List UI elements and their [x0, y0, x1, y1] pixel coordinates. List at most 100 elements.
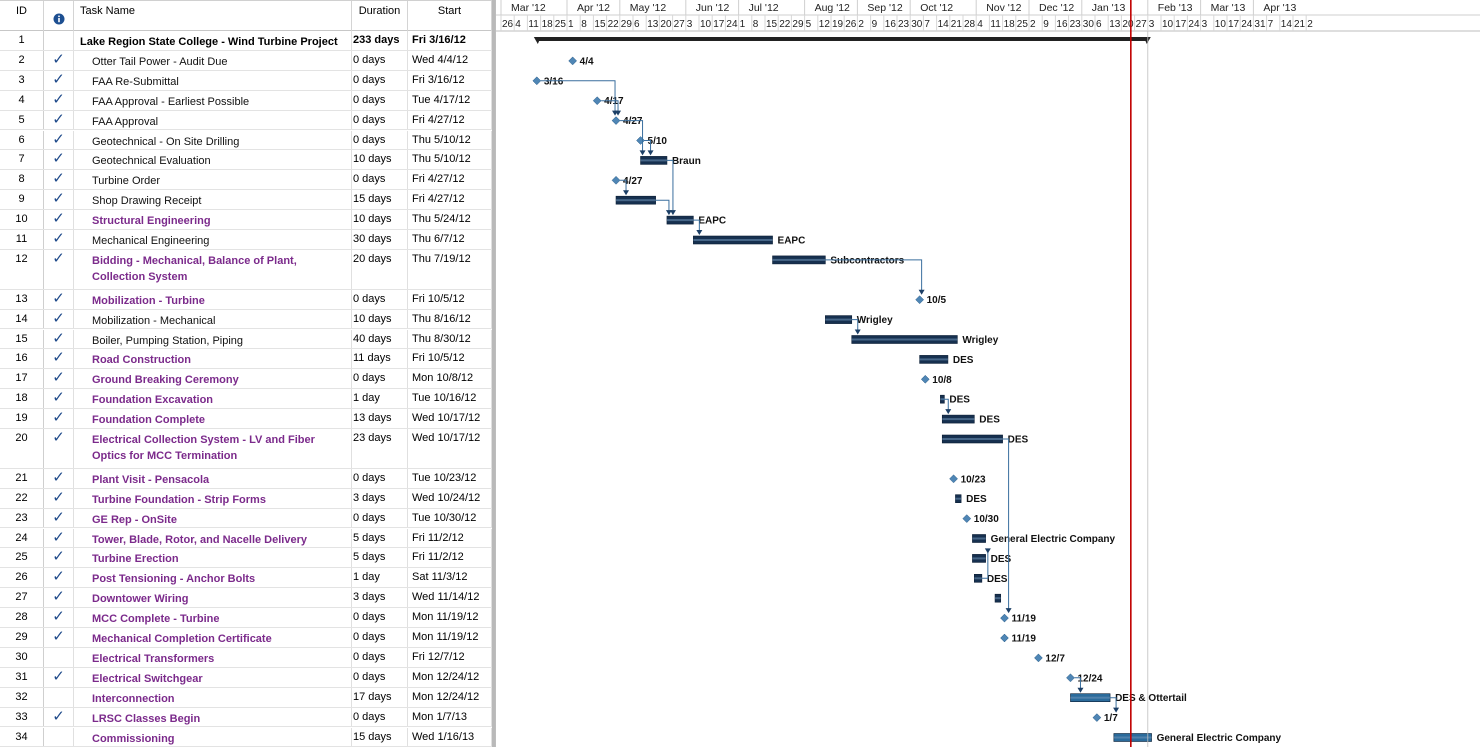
col-header-indicators[interactable] [44, 1, 74, 31]
task-duration[interactable]: 5 days [352, 528, 408, 548]
task-start[interactable]: Wed 10/17/12 [408, 409, 492, 428]
task-name[interactable]: Lake Region State College - Wind Turbine… [74, 31, 352, 50]
task-duration[interactable]: 15 days [352, 190, 408, 210]
task-name[interactable]: Foundation Excavation [74, 389, 352, 409]
task-row[interactable]: 24 ✓ Tower, Blade, Rotor, and Nacelle Deli… [0, 528, 494, 549]
task-duration[interactable]: 30 days [352, 230, 408, 249]
task-start[interactable]: Wed 10/17/12 [408, 429, 492, 468]
task-duration[interactable]: 0 days [352, 90, 408, 110]
task-start[interactable]: Mon 11/19/12 [408, 608, 492, 627]
task-start[interactable]: Fri 4/27/12 [408, 170, 492, 190]
task-row[interactable]: 29 ✓ Mechanical Completion Certificate 0 da… [0, 628, 494, 648]
task-name[interactable]: Ground Breaking Ceremony [74, 369, 352, 389]
task-duration[interactable]: 10 days [352, 309, 408, 329]
task-name[interactable]: Turbine Order [74, 170, 352, 190]
task-name[interactable]: Commissioning [74, 727, 352, 747]
task-duration[interactable]: 3 days [352, 588, 408, 608]
task-id[interactable]: 25 [0, 548, 44, 568]
task-duration[interactable]: 10 days [352, 210, 408, 229]
task-start[interactable]: Fri 3/16/12 [408, 70, 492, 90]
task-name[interactable]: Mobilization - Turbine [74, 289, 352, 309]
task-id[interactable]: 3 [0, 70, 44, 90]
task-id[interactable]: 10 [0, 210, 44, 229]
task-name[interactable]: Mobilization - Mechanical [74, 309, 352, 329]
task-start[interactable]: Thu 6/7/12 [408, 230, 492, 249]
task-name[interactable]: Geotechnical - On Site Drilling [74, 130, 352, 150]
task-name[interactable]: Structural Engineering [74, 210, 352, 229]
task-id[interactable]: 32 [0, 687, 44, 707]
task-name[interactable]: LRSC Classes Begin [74, 707, 352, 727]
task-id[interactable]: 22 [0, 488, 44, 508]
task-start[interactable]: Fri 4/27/12 [408, 190, 492, 210]
task-duration[interactable]: 0 days [352, 508, 408, 528]
task-row[interactable]: 17 ✓ Ground Breaking Ceremony 0 days Mon 10/… [0, 369, 494, 390]
task-name[interactable]: Tower, Blade, Rotor, and Nacelle Deliver… [74, 528, 352, 548]
task-id[interactable]: 28 [0, 608, 44, 627]
task-duration[interactable]: 0 days [352, 110, 408, 130]
task-id[interactable]: 31 [0, 667, 44, 687]
task-row[interactable]: 6 ✓ Geotechnical - On Site Drilling 0 days T… [0, 130, 494, 151]
task-duration[interactable]: 0 days [352, 468, 408, 488]
task-row[interactable]: 13 ✓ Mobilization - Turbine 0 days Fri 10/5/… [0, 289, 494, 310]
task-row[interactable]: 10 ✓ Structural Engineering 10 days Thu 5/24… [0, 210, 494, 230]
task-start[interactable]: Fri 11/2/12 [408, 548, 492, 568]
task-start[interactable]: Thu 8/30/12 [408, 329, 492, 349]
task-name[interactable]: MCC Complete - Turbine [74, 608, 352, 627]
task-start[interactable]: Thu 7/19/12 [408, 249, 492, 289]
task-id[interactable]: 15 [0, 329, 44, 349]
task-id[interactable]: 29 [0, 628, 44, 647]
task-name[interactable]: Plant Visit - Pensacola [74, 468, 352, 488]
task-start[interactable]: Fri 10/5/12 [408, 349, 492, 369]
task-name[interactable]: GE Rep - OnSite [74, 508, 352, 528]
task-duration[interactable]: 15 days [352, 727, 408, 747]
task-row[interactable]: 2 ✓ Otter Tail Power - Audit Due 0 days Wed … [0, 50, 494, 71]
task-id[interactable]: 34 [0, 727, 44, 747]
task-duration[interactable]: 0 days [352, 369, 408, 389]
task-row[interactable]: 20 ✓ Electrical Collection System - LV and… [0, 429, 494, 469]
task-name[interactable]: Road Construction [74, 349, 352, 369]
task-row[interactable]: 14 ✓ Mobilization - Mechanical 10 days Thu 8… [0, 309, 494, 330]
task-name[interactable]: Turbine Erection [74, 548, 352, 568]
task-duration[interactable]: 0 days [352, 130, 408, 150]
task-row[interactable]: 3 ✓ FAA Re-Submittal 0 days Fri 3/16/12 [0, 70, 494, 91]
pane-divider[interactable] [492, 0, 495, 747]
task-row[interactable]: 22 ✓ Turbine Foundation - Strip Forms 3 day… [0, 488, 494, 509]
task-row[interactable]: 33 ✓ LRSC Classes Begin 0 days Mon 1/7/13 [0, 707, 494, 728]
task-duration[interactable]: 0 days [352, 647, 408, 667]
task-row[interactable]: 23 ✓ GE Rep - OnSite 0 days Tue 10/30/12 [0, 508, 494, 529]
task-row[interactable]: 9 ✓ Shop Drawing Receipt 15 days Fri 4/27/12 [0, 190, 494, 211]
col-header-start[interactable]: Start [408, 1, 492, 31]
task-start[interactable]: Thu 5/24/12 [408, 210, 492, 229]
task-name[interactable]: Interconnection [74, 687, 352, 707]
task-start[interactable]: Fri 12/7/12 [408, 647, 492, 667]
task-id[interactable]: 9 [0, 190, 44, 210]
task-row[interactable]: 31 ✓ Electrical Switchgear 0 days Mon 12/24/… [0, 667, 494, 688]
task-duration[interactable]: 13 days [352, 409, 408, 428]
task-duration[interactable]: 0 days [352, 50, 408, 70]
task-row[interactable]: 5 ✓ FAA Approval 0 days Fri 4/27/12 [0, 110, 494, 131]
task-name[interactable]: Downtower Wiring [74, 588, 352, 608]
task-start[interactable]: Tue 4/17/12 [408, 90, 492, 110]
task-id[interactable]: 7 [0, 150, 44, 170]
task-row[interactable]: 16 ✓ Road Construction 11 days Fri 10/5/12 [0, 349, 494, 370]
task-start[interactable]: Mon 11/19/12 [408, 628, 492, 647]
task-row[interactable]: 28 ✓ MCC Complete - Turbine 0 days Mon 11/19… [0, 608, 494, 628]
task-duration[interactable]: 0 days [352, 667, 408, 687]
task-start[interactable]: Thu 8/16/12 [408, 309, 492, 329]
task-row[interactable]: 21 ✓ Plant Visit - Pensacola 0 days Tue 10/2… [0, 468, 494, 489]
task-start[interactable]: Thu 5/10/12 [408, 150, 492, 170]
task-start[interactable]: Fri 4/27/12 [408, 110, 492, 130]
task-id[interactable]: 6 [0, 130, 44, 150]
task-start[interactable]: Sat 11/3/12 [408, 568, 492, 588]
task-name[interactable]: Otter Tail Power - Audit Due [74, 50, 352, 70]
task-id[interactable]: 21 [0, 468, 44, 488]
task-start[interactable]: Wed 4/4/12 [408, 50, 492, 70]
task-duration[interactable]: 1 day [352, 568, 408, 588]
task-start[interactable]: Tue 10/23/12 [408, 468, 492, 488]
task-row[interactable]: 11 ✓ Mechanical Engineering 30 days Thu 6/7/… [0, 230, 494, 250]
col-header-task-name[interactable]: Task Name [74, 1, 352, 31]
task-row[interactable]: 26 ✓ Post Tensioning - Anchor Bolts 1 day Sa… [0, 568, 494, 589]
col-header-duration[interactable]: Duration [352, 1, 408, 31]
task-name[interactable]: FAA Approval [74, 110, 352, 130]
task-start[interactable]: Mon 12/24/12 [408, 687, 492, 707]
